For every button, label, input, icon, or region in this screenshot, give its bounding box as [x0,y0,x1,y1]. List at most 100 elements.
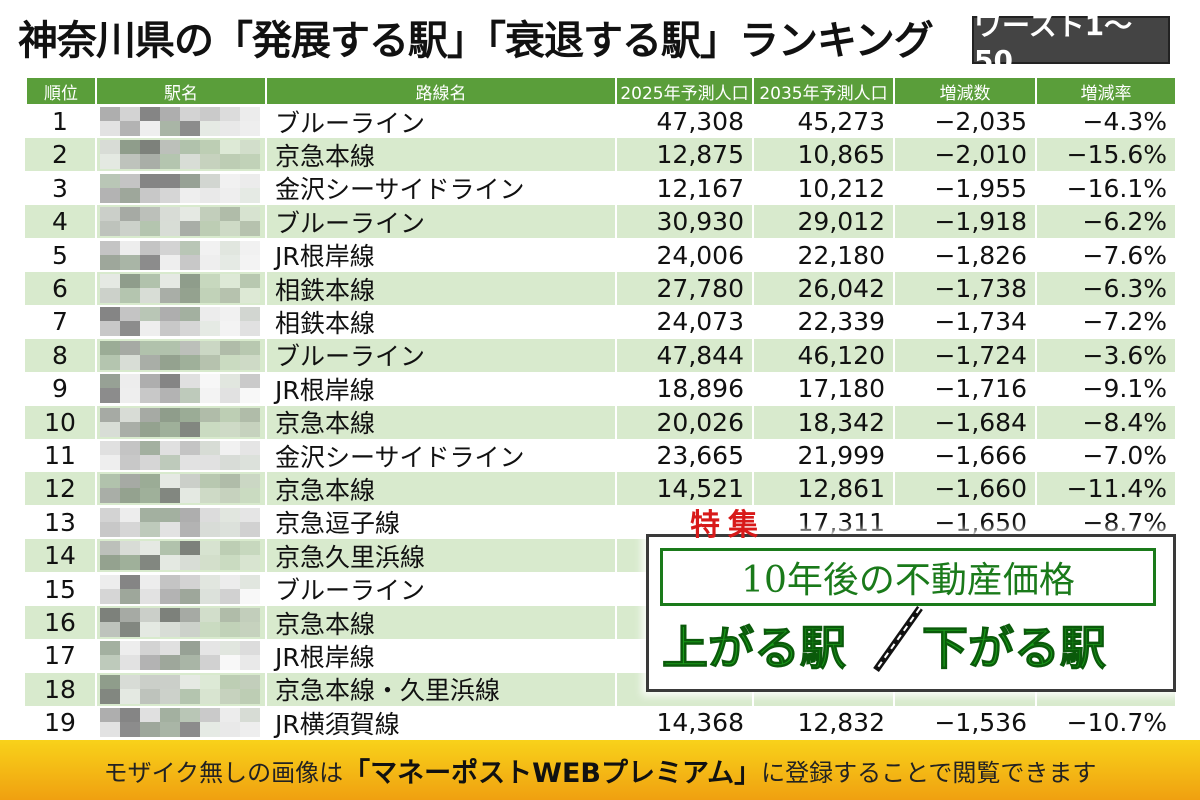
rank: 12 [44,474,76,504]
mosaic [120,608,140,622]
mosaic [160,507,180,522]
mosaic [120,655,140,671]
mosaic [180,173,200,188]
value: −1,918 [934,207,1027,237]
mosaic [160,207,180,222]
mosaic [160,688,180,704]
mosaic [120,555,140,571]
mosaic [100,588,120,604]
mosaic [140,354,160,370]
mosaic [100,441,120,455]
row-bg [25,205,1175,239]
mosaic [200,187,220,203]
mosaic [140,608,160,622]
mosaic [120,474,140,489]
route: JR根岸線 [275,375,375,405]
mosaic [220,374,240,389]
rank: 10 [44,407,76,437]
mosaic [140,140,160,155]
mosaic [140,722,160,738]
mosaic [240,307,260,322]
mosaic [100,708,120,723]
value: −2,010 [934,140,1027,170]
mosaic [200,107,220,121]
mosaic [120,288,140,303]
col-rule [615,104,617,740]
rank: 16 [44,608,76,637]
mosaic [180,140,200,155]
mosaic [100,221,120,237]
mosaic [120,354,140,370]
mosaic [200,555,220,571]
mosaic [120,307,140,322]
mosaic [200,374,220,389]
mosaic [180,574,200,589]
rank: 9 [52,374,68,404]
row-bg [25,338,1175,372]
value: 27,780 [656,274,744,303]
badge: ワースト1～50 [972,9,1170,77]
mosaic [200,307,220,322]
mosaic [100,421,120,437]
value: 14,368 [656,708,744,738]
rank: 7 [52,307,68,337]
mosaic [120,722,140,738]
value: −8.4% [1082,407,1167,437]
mosaic [140,655,160,671]
mosaic [240,722,260,738]
value: 17,180 [797,374,885,404]
footer-brand: 「マネーポストWEBプレミアム」 [343,757,762,789]
mosaic [140,107,160,121]
value: −10.7% [1066,708,1167,738]
mosaic [240,388,260,404]
mosaic [160,588,180,604]
column-header: 駅名 [95,78,265,104]
mosaic [220,507,240,522]
value: −4.3% [1082,107,1167,136]
mosaic [240,688,260,704]
mosaic [180,541,200,556]
value: 12,875 [656,140,744,170]
value: 12,167 [656,173,744,203]
mosaic [240,354,260,370]
value: −1,660 [934,474,1027,504]
mosaic [140,321,160,337]
mosaic [200,173,220,188]
mosaic [100,574,120,589]
mosaic [240,173,260,188]
mosaic [200,474,220,489]
mosaic [120,488,140,504]
mosaic [100,608,120,622]
mosaic [160,555,180,571]
value: −1,738 [934,274,1027,303]
mosaic [160,254,180,270]
mosaic [240,455,260,470]
mosaic [140,474,160,489]
mosaic [180,388,200,404]
mosaic [140,441,160,455]
mosaic [240,288,260,303]
mosaic [160,340,180,355]
mosaic [100,288,120,303]
mosaic [100,187,120,203]
row-bg [25,439,1175,472]
mosaic [100,622,120,637]
mosaic [140,388,160,404]
mosaic [200,407,220,422]
mosaic [140,588,160,604]
mosaic [160,674,180,689]
mosaic [160,455,180,470]
value: −1,536 [934,708,1027,738]
mosaic [120,541,140,556]
mosaic [120,507,140,522]
mosaic [180,655,200,671]
mosaic [220,154,240,170]
mosaic [180,507,200,522]
value: 26,042 [797,274,885,303]
value: 22,339 [797,307,885,337]
mosaic [200,708,220,723]
route: 金沢シーサイドライン [275,442,525,472]
value: −6.2% [1082,207,1167,237]
mosaic [140,674,160,689]
route: ブルーライン [275,208,426,238]
